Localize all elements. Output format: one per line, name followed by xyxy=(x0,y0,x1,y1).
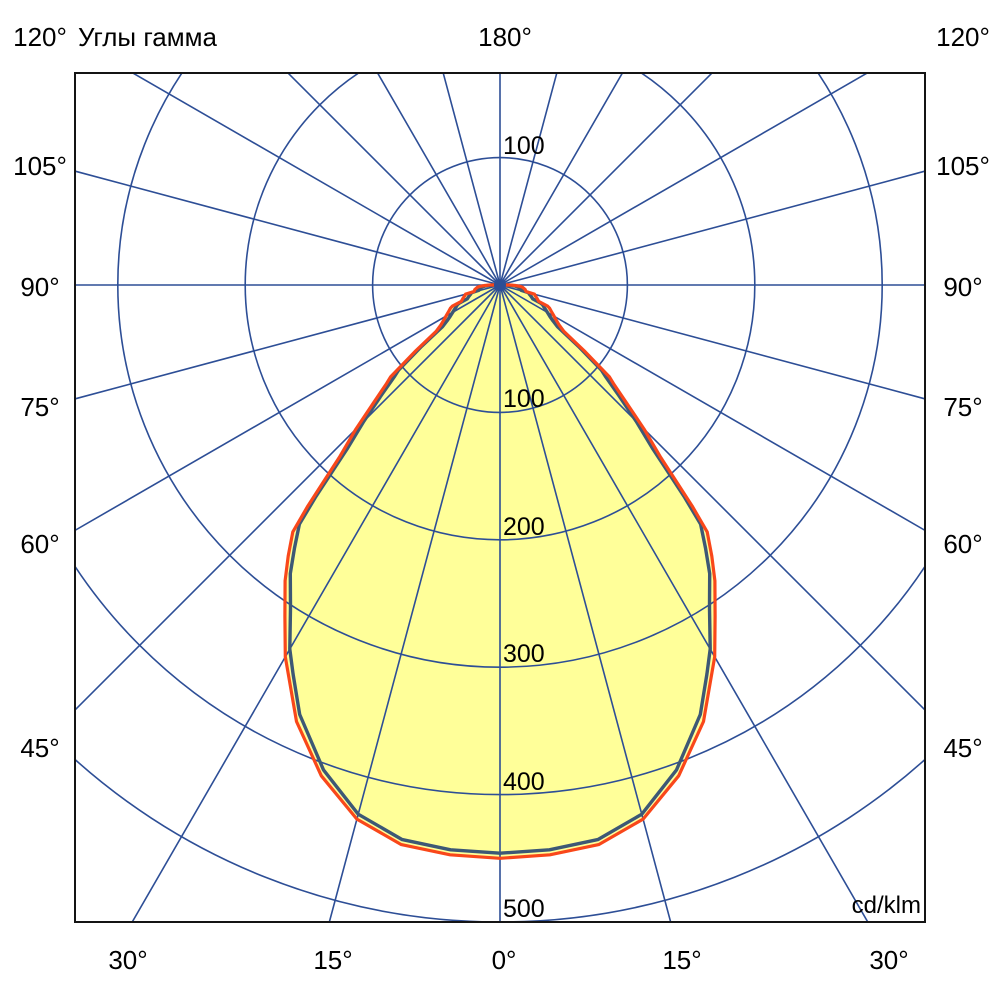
angle-label-right-120: 120° xyxy=(936,22,990,52)
angle-label-bottom-15R: 15° xyxy=(662,945,701,975)
angular-grid-ray xyxy=(499,284,869,922)
radial-label-400: 400 xyxy=(503,768,545,796)
angular-grid-ray xyxy=(131,73,501,286)
units-label: cd/klm xyxy=(852,892,921,919)
angular-grid-ray xyxy=(75,284,501,712)
angle-label-bottom-30L: 30° xyxy=(108,945,147,975)
angle-label-left-45: 45° xyxy=(20,733,59,763)
pole-dot xyxy=(494,279,506,291)
angle-label-right-105: 105° xyxy=(936,151,990,181)
plot-border xyxy=(74,72,926,923)
angle-label-left-75: 75° xyxy=(20,392,59,422)
angular-grid-ray xyxy=(499,73,558,286)
angular-grid-ray xyxy=(286,73,501,286)
radial-label-200: 200 xyxy=(503,513,545,541)
angle-label-right-90: 90° xyxy=(943,272,982,302)
angle-label-bottom-30R: 30° xyxy=(869,945,908,975)
angular-grid-ray xyxy=(131,284,501,922)
angle-label-left-90: 90° xyxy=(20,272,59,302)
angular-grid-ray xyxy=(499,73,714,286)
angle-label-left-105: 105° xyxy=(13,151,67,181)
radial-label-300: 300 xyxy=(503,640,545,668)
angle-label-left-120: 120° xyxy=(13,22,67,52)
angular-grid-ray xyxy=(499,73,869,286)
angular-grid-ray xyxy=(442,73,501,286)
angle-label-bottom-15L: 15° xyxy=(313,945,352,975)
angle-label-top-180: 180° xyxy=(478,22,532,52)
angular-grid-ray xyxy=(499,284,925,400)
angular-grid-ray xyxy=(75,284,501,400)
angle-label-right-75: 75° xyxy=(943,392,982,422)
angular-grid-ray xyxy=(499,73,624,286)
radial-label-100-top: 100 xyxy=(503,132,545,160)
angular-grid-ray xyxy=(328,284,501,922)
radial-label-100-bottom: 100 xyxy=(503,385,545,413)
radial-label-500: 500 xyxy=(503,895,545,923)
angle-label-left-60: 60° xyxy=(20,529,59,559)
angle-label-right-45: 45° xyxy=(943,733,982,763)
angular-grid-ray xyxy=(499,284,925,712)
outer-red-curve xyxy=(283,283,717,860)
angle-label-right-60: 60° xyxy=(943,529,982,559)
angular-grid-ray xyxy=(499,284,672,922)
angular-grid-ray xyxy=(376,73,501,286)
angle-label-bottom-0: 0° xyxy=(492,945,517,975)
angular-grid-ray xyxy=(75,170,501,286)
chart-title: Углы гамма xyxy=(78,22,217,52)
angular-grid-ray xyxy=(499,170,925,286)
